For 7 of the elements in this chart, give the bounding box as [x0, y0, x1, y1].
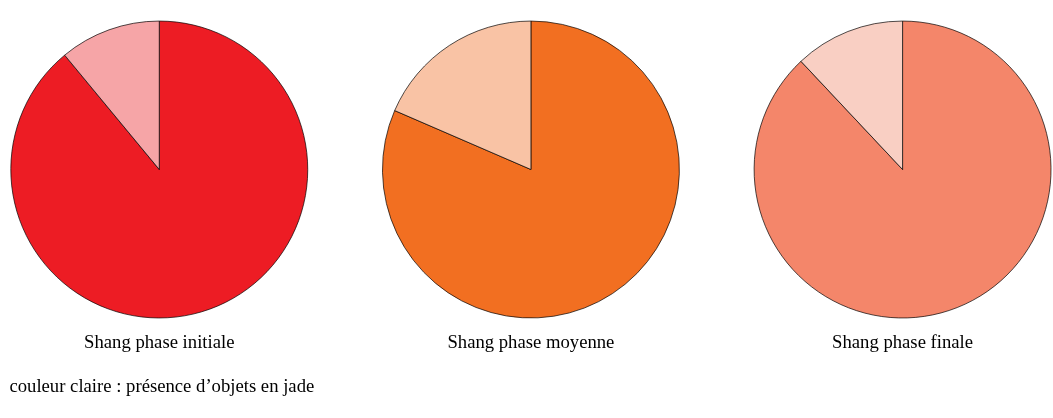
pie-slice [753, 20, 1052, 319]
pie-slice [382, 20, 680, 319]
text: Shang phase moyenne [447, 330, 615, 352]
text: Shang phase initiale [84, 330, 235, 352]
text: couleur claire : présence d’objets en jade [9, 375, 315, 397]
text: Shang phase finale [832, 330, 974, 352]
pie-slice [10, 20, 308, 319]
